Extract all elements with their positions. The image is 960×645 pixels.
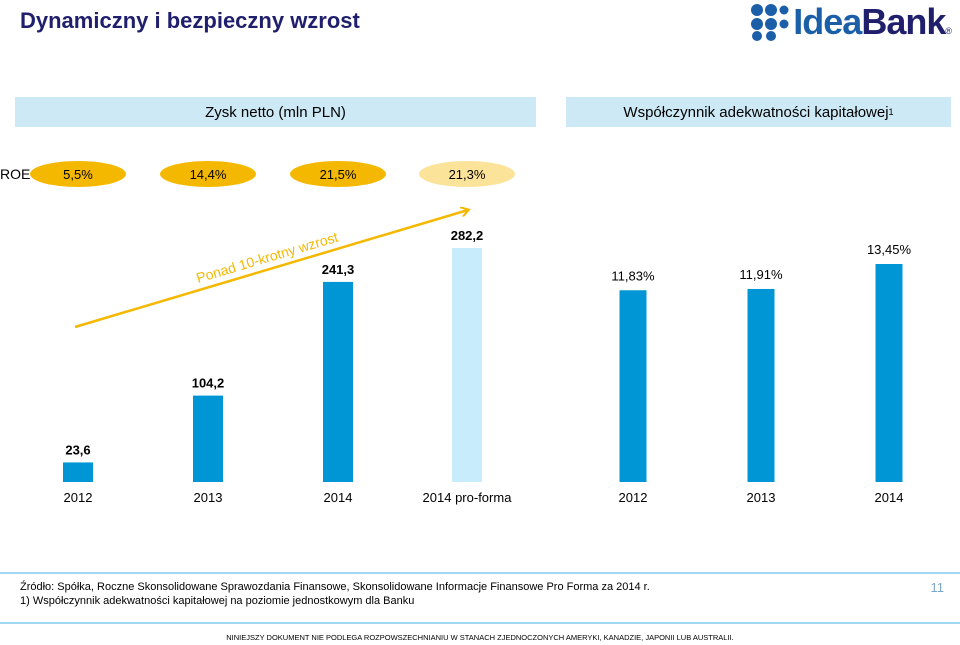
logo-registered-mark: ® — [945, 26, 952, 36]
growth-arrow: Ponad 10-krotny wzrost — [74, 210, 468, 329]
net-profit-category-label: 2013 — [194, 490, 223, 505]
capital-ratio-category-label: 2014 — [875, 490, 904, 505]
net-profit-category-label: 2014 pro-forma — [423, 490, 513, 505]
left-panel-title: Zysk netto (mln PLN) — [205, 103, 346, 121]
capital-ratio-category-label: 2013 — [747, 490, 776, 505]
disclaimer: NINIEJSZY DOKUMENT NIE PODLEGA ROZPOWSZE… — [226, 633, 734, 642]
net-profit-bar — [452, 248, 482, 482]
capital-ratio-bar — [875, 264, 903, 482]
net-profit-category-label: 2012 — [64, 490, 93, 505]
capital-ratio-bar — [619, 290, 647, 482]
net-profit-value-label: 282,2 — [451, 228, 484, 243]
net-profit-bar — [63, 462, 93, 482]
charts-canvas: ROE 5,5% 14,4% 21,5% 21,3% Ponad 10-krotny w… — [0, 161, 911, 505]
net-profit-chart: 23,6 2012 104,2 2013 241,3 2014 282,2 2014 pro-… — [63, 228, 512, 505]
net-profit-value-label: 104,2 — [192, 376, 225, 391]
capital-ratio-chart: 11,83% 2012 11,91% 2013 13,45% 2014 — [611, 242, 911, 505]
footer-divider — [0, 572, 960, 574]
capital-ratio-bar — [747, 288, 775, 482]
source-notes: Źródło: Spółka, Roczne Skonsolidowane Sp… — [20, 580, 720, 608]
capital-ratio-value-label: 11,91% — [739, 267, 783, 282]
roe-oval — [290, 161, 386, 187]
roe-value: 5,5% — [63, 167, 93, 182]
right-panel-title: Współczynnik adekwatności kapitałowej — [623, 103, 889, 121]
net-profit-value-label: 23,6 — [65, 442, 90, 457]
net-profit-value-label: 241,3 — [322, 262, 355, 277]
roe-oval — [419, 161, 515, 187]
net-profit-category-label: 2014 — [324, 490, 353, 505]
source-line: Źródło: Spółka, Roczne Skonsolidowane Sp… — [20, 581, 650, 593]
logo-idea-text: Idea — [793, 1, 862, 42]
capital-ratio-value-label: 13,45% — [867, 242, 912, 257]
capital-ratio-category-label: 2012 — [619, 490, 648, 505]
growth-arrow-line — [74, 210, 468, 329]
page-number: 11 — [930, 580, 945, 595]
footnote-line: 1) Współczynnik adekwatności kapitałowej… — [20, 595, 415, 607]
roe-value: 14,4% — [190, 167, 227, 182]
disclaimer-divider — [0, 622, 960, 624]
logo-bank-text: Bank — [861, 1, 946, 42]
roe-oval — [30, 161, 126, 187]
roe-value: 21,5% — [320, 167, 357, 182]
roe-row: ROE 5,5% 14,4% 21,5% 21,3% — [0, 161, 515, 187]
left-panel-header: Zysk netto (mln PLN) — [15, 97, 536, 127]
roe-label: ROE — [0, 166, 30, 182]
capital-ratio-value-label: 11,83% — [611, 268, 655, 283]
right-panel-header: Współczynnik adekwatności kapitałowej 1 — [566, 97, 951, 127]
net-profit-bar — [193, 395, 223, 482]
roe-value: 21,3% — [449, 167, 486, 182]
net-profit-bar — [323, 281, 353, 482]
logo-mark-icon — [751, 4, 789, 41]
logo-ideabank: IdeaBank ® — [749, 2, 952, 42]
growth-arrow-label: Ponad 10-krotny wzrost — [194, 229, 340, 286]
page-title: Dynamiczny i bezpieczny wzrost — [20, 8, 360, 33]
right-panel-footnote-mark: 1 — [888, 107, 894, 117]
roe-oval — [160, 161, 256, 187]
